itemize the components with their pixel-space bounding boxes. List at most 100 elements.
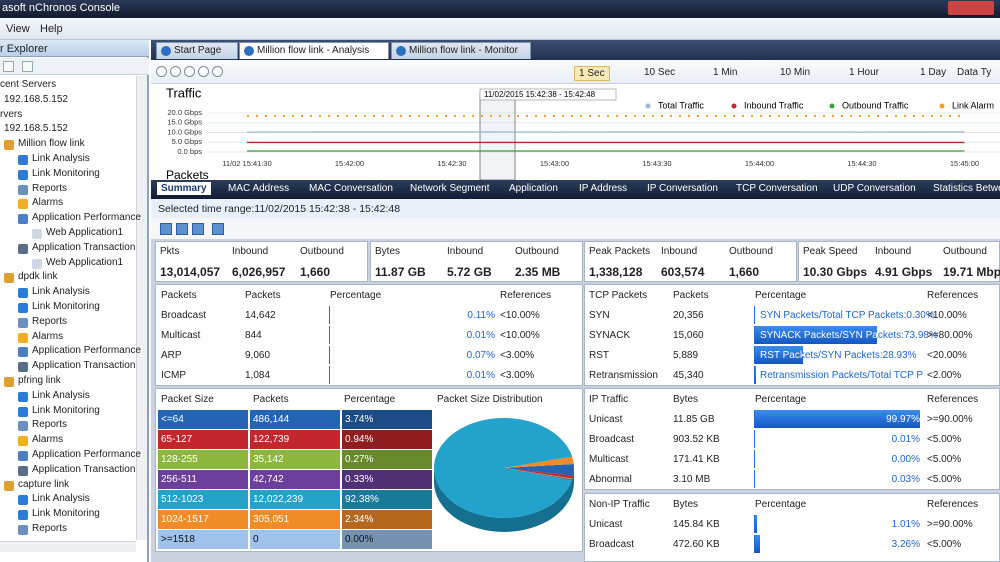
action-icon[interactable] xyxy=(160,223,172,235)
tree-item[interactable]: Million flow link xyxy=(18,138,85,150)
stats-header: Inbound xyxy=(232,246,269,257)
size-label: 256-511 xyxy=(161,474,197,485)
tree-item[interactable]: Application Transaction xyxy=(32,360,136,372)
row-reference: <10.00% xyxy=(500,330,540,341)
tree-item[interactable]: Reports xyxy=(32,315,68,327)
toolbar-icon[interactable] xyxy=(22,61,33,72)
nav-button[interactable] xyxy=(212,66,223,77)
stats-value: 1,660 xyxy=(729,265,760,279)
tree-item[interactable]: dpdk link xyxy=(18,271,58,283)
tree-item[interactable]: Application Transaction xyxy=(32,463,136,475)
menu-item[interactable]: Help xyxy=(40,23,63,35)
bar-axis xyxy=(754,346,755,364)
tree-item[interactable]: cent Servers xyxy=(0,79,57,90)
tree-item[interactable]: Link Analysis xyxy=(32,389,90,401)
tree-item[interactable]: Link Monitoring xyxy=(32,167,100,179)
tree-item[interactable]: Application Performance xyxy=(32,345,141,357)
view-tab[interactable]: Network Segment xyxy=(410,183,490,194)
tree-item[interactable]: Link Monitoring xyxy=(32,301,100,312)
view-tab[interactable]: Statistics Betwe xyxy=(933,183,1000,194)
tree-item[interactable]: Alarms xyxy=(32,330,64,342)
tree-item[interactable]: Reports xyxy=(32,419,68,431)
view-tab[interactable]: UDP Conversation xyxy=(833,183,916,194)
stats-box: Bytes 11.87 GB Inbound 5.72 GB Outbound 2.35 … xyxy=(370,241,583,282)
toolbar-icon[interactable] xyxy=(3,61,14,72)
nav-button[interactable] xyxy=(198,66,209,77)
chart-title: Traffic xyxy=(166,85,202,100)
tree-item[interactable]: 192.168.5.152 xyxy=(4,93,68,105)
view-tab[interactable]: Summary xyxy=(157,182,211,195)
time-scale-button[interactable]: 1 Day xyxy=(920,67,947,78)
tree-item[interactable]: Reports xyxy=(32,182,68,194)
size-cell xyxy=(342,470,432,489)
action-icon[interactable] xyxy=(176,223,188,235)
stats-box: Pkts 13,014,057 Inbound 6,026,957 Outbound 1,… xyxy=(155,241,368,282)
doc-tab[interactable]: Start Page xyxy=(156,42,238,59)
stats-box: Peak Speed 10.30 Gbps Inbound 4.91 Gbps Outb… xyxy=(798,241,1000,282)
tree-item[interactable]: Application Performance xyxy=(32,212,141,224)
view-tab[interactable]: IP Conversation xyxy=(647,183,718,194)
pie-slice xyxy=(504,468,573,480)
table: Packets Packets Percentage References Broadc… xyxy=(155,284,583,386)
table: Non-IP Traffic Bytes Percentage References U… xyxy=(584,493,1000,562)
tree-item[interactable]: Link Analysis xyxy=(32,286,90,298)
tree-item[interactable]: Link Analysis xyxy=(32,153,90,164)
doc-tab[interactable]: Million flow link - Monitor xyxy=(391,42,531,59)
view-tab[interactable]: MAC Conversation xyxy=(309,183,393,194)
percent-label: 3.26% xyxy=(891,539,920,550)
doc-tab-label: Start Page xyxy=(174,45,222,56)
tree-item[interactable]: rvers xyxy=(0,108,23,120)
tree-item[interactable]: Application Transaction xyxy=(32,241,136,253)
tree-item[interactable]: Web Application1 xyxy=(46,256,124,268)
tree-item[interactable]: pfring link xyxy=(18,375,61,386)
tree-item[interactable]: Alarms xyxy=(32,434,64,446)
bar-axis xyxy=(754,326,755,344)
tree-icon xyxy=(18,243,28,254)
stats-header: Outbound xyxy=(943,246,987,257)
time-scale-button[interactable]: Data Ty xyxy=(957,67,992,78)
nav-button[interactable] xyxy=(156,66,167,77)
tree-item[interactable]: capture link xyxy=(18,478,70,490)
time-scale-button[interactable]: 10 Sec xyxy=(644,67,676,78)
pie-slice xyxy=(504,464,574,476)
tree-item[interactable]: Link Monitoring xyxy=(32,404,100,416)
view-tab[interactable]: IP Address xyxy=(579,183,628,194)
nav-button[interactable] xyxy=(170,66,181,77)
tree-icon xyxy=(18,169,28,180)
tree-item[interactable]: Link Monitoring xyxy=(32,508,100,520)
menu-item[interactable]: View xyxy=(6,23,30,35)
tree-item[interactable]: Reports xyxy=(32,523,68,534)
row-reference: >=90.00% xyxy=(927,519,973,530)
table-header: Percentage xyxy=(330,290,382,301)
pie-slice xyxy=(434,418,573,518)
tree-item[interactable]: Web Application1 xyxy=(46,227,124,238)
row-count: 3.10 MB xyxy=(673,474,711,485)
legend-marker xyxy=(939,103,945,109)
nav-button[interactable] xyxy=(184,66,195,77)
doc-tab[interactable]: Million flow link - Analysis xyxy=(239,42,389,59)
tree-item[interactable]: Alarms xyxy=(32,197,64,209)
tree-item[interactable]: 192.168.5.152 xyxy=(4,123,68,135)
stats-value: 13,014,057 xyxy=(160,265,221,279)
time-scale-button[interactable]: 1 Sec xyxy=(574,66,610,81)
tree-icon xyxy=(32,258,42,269)
x-tick-label: 15:43:00 xyxy=(540,159,569,168)
size-percent: 3.74% xyxy=(345,414,374,425)
tree-item[interactable]: Link Analysis xyxy=(32,493,90,505)
time-scale-button[interactable]: 1 Min xyxy=(713,67,738,78)
time-scale-button[interactable]: 10 Min xyxy=(780,67,811,78)
action-icon[interactable] xyxy=(192,223,204,235)
time-scale-button[interactable]: 1 Hour xyxy=(849,67,880,78)
explorer-toolbar xyxy=(0,58,149,75)
tree-icon xyxy=(4,377,14,387)
y-tick-label: 15.0 Gbps xyxy=(167,118,202,127)
view-tab[interactable]: MAC Address xyxy=(228,183,290,194)
legend-marker xyxy=(829,103,835,109)
tree-item[interactable]: Application Performance xyxy=(32,449,141,460)
table-header: Percentage xyxy=(755,290,807,301)
view-tab[interactable]: Application xyxy=(509,183,558,194)
action-icon[interactable] xyxy=(212,223,224,235)
view-tab[interactable]: TCP Conversation xyxy=(736,183,818,194)
close-button[interactable] xyxy=(948,1,994,15)
